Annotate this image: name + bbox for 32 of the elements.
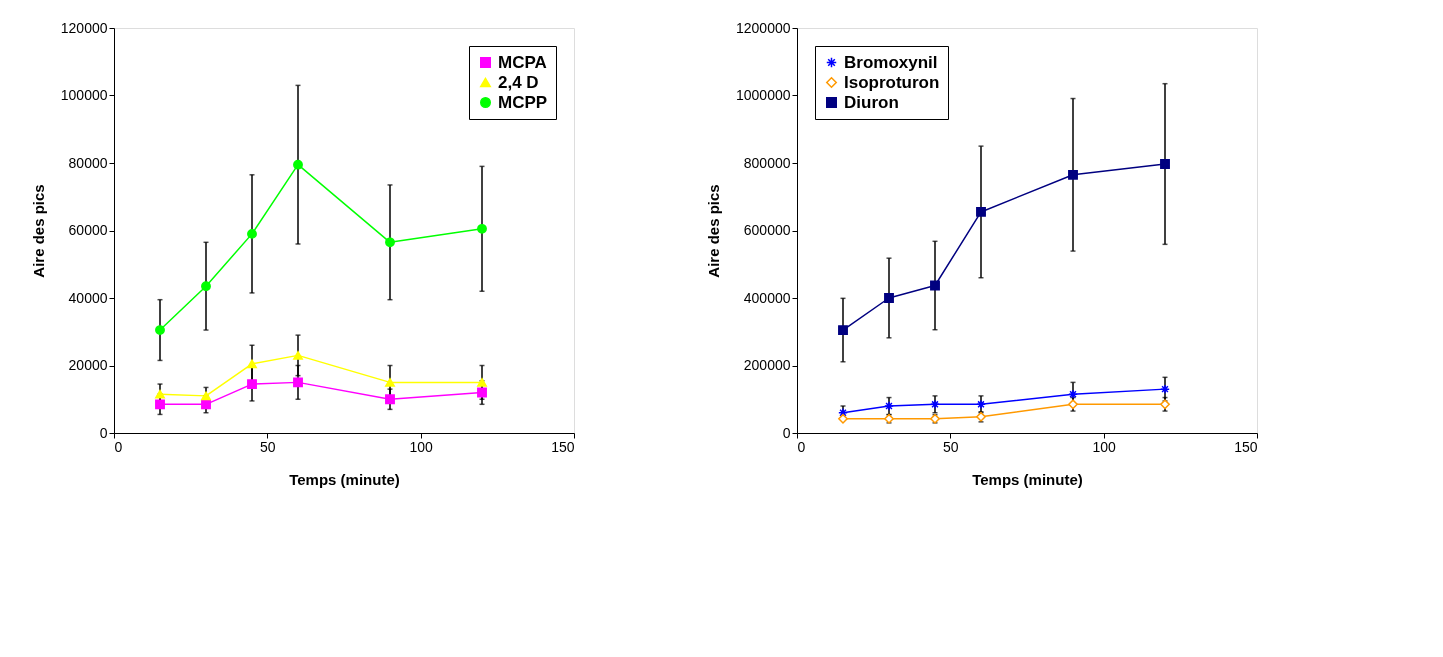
y-tick-label: 0 [99,424,108,441]
y-axis-title: Aire des pics [705,184,722,278]
y-tick-label: 1200000 [735,19,791,36]
x-axis-title: Temps (minute) [289,470,400,488]
y-tick-label: 200000 [743,357,791,373]
legend-label: Diuron [844,92,899,112]
y-tick-label: 40000 [68,289,108,306]
x-tick-label: 150 [551,438,575,455]
x-tick-label: 50 [260,438,276,455]
legend-label: Bromoxynil [844,52,938,72]
y-tick-label: 100000 [60,87,108,103]
y-axis-title: Aire des pics [29,184,47,278]
y-tick-label: 1000000 [735,87,791,103]
y-tick-label: 60000 [68,222,108,238]
x-axis-title: Temps (minute) [972,470,1083,488]
y-tick-label: 400000 [743,289,791,306]
y-tick-label: 120000 [60,19,108,36]
x-tick-label: 50 [943,438,959,455]
x-tick-label: 150 [1234,438,1258,455]
y-tick-label: 800000 [743,154,791,171]
y-tick-label: 80000 [68,154,108,171]
x-tick-label: 0 [114,438,123,455]
legend-label: Isoproturon [844,72,940,92]
y-tick-label: 20000 [68,357,108,373]
legend-label: 2,4 D [498,72,539,92]
x-tick-label: 100 [1092,438,1117,455]
legend-label: MCPP [498,92,548,112]
x-tick-label: 0 [797,438,806,455]
y-tick-label: 0 [782,424,791,441]
x-tick-label: 100 [409,438,434,455]
legend-label: MCPA [498,52,547,72]
y-tick-label: 600000 [743,222,791,238]
